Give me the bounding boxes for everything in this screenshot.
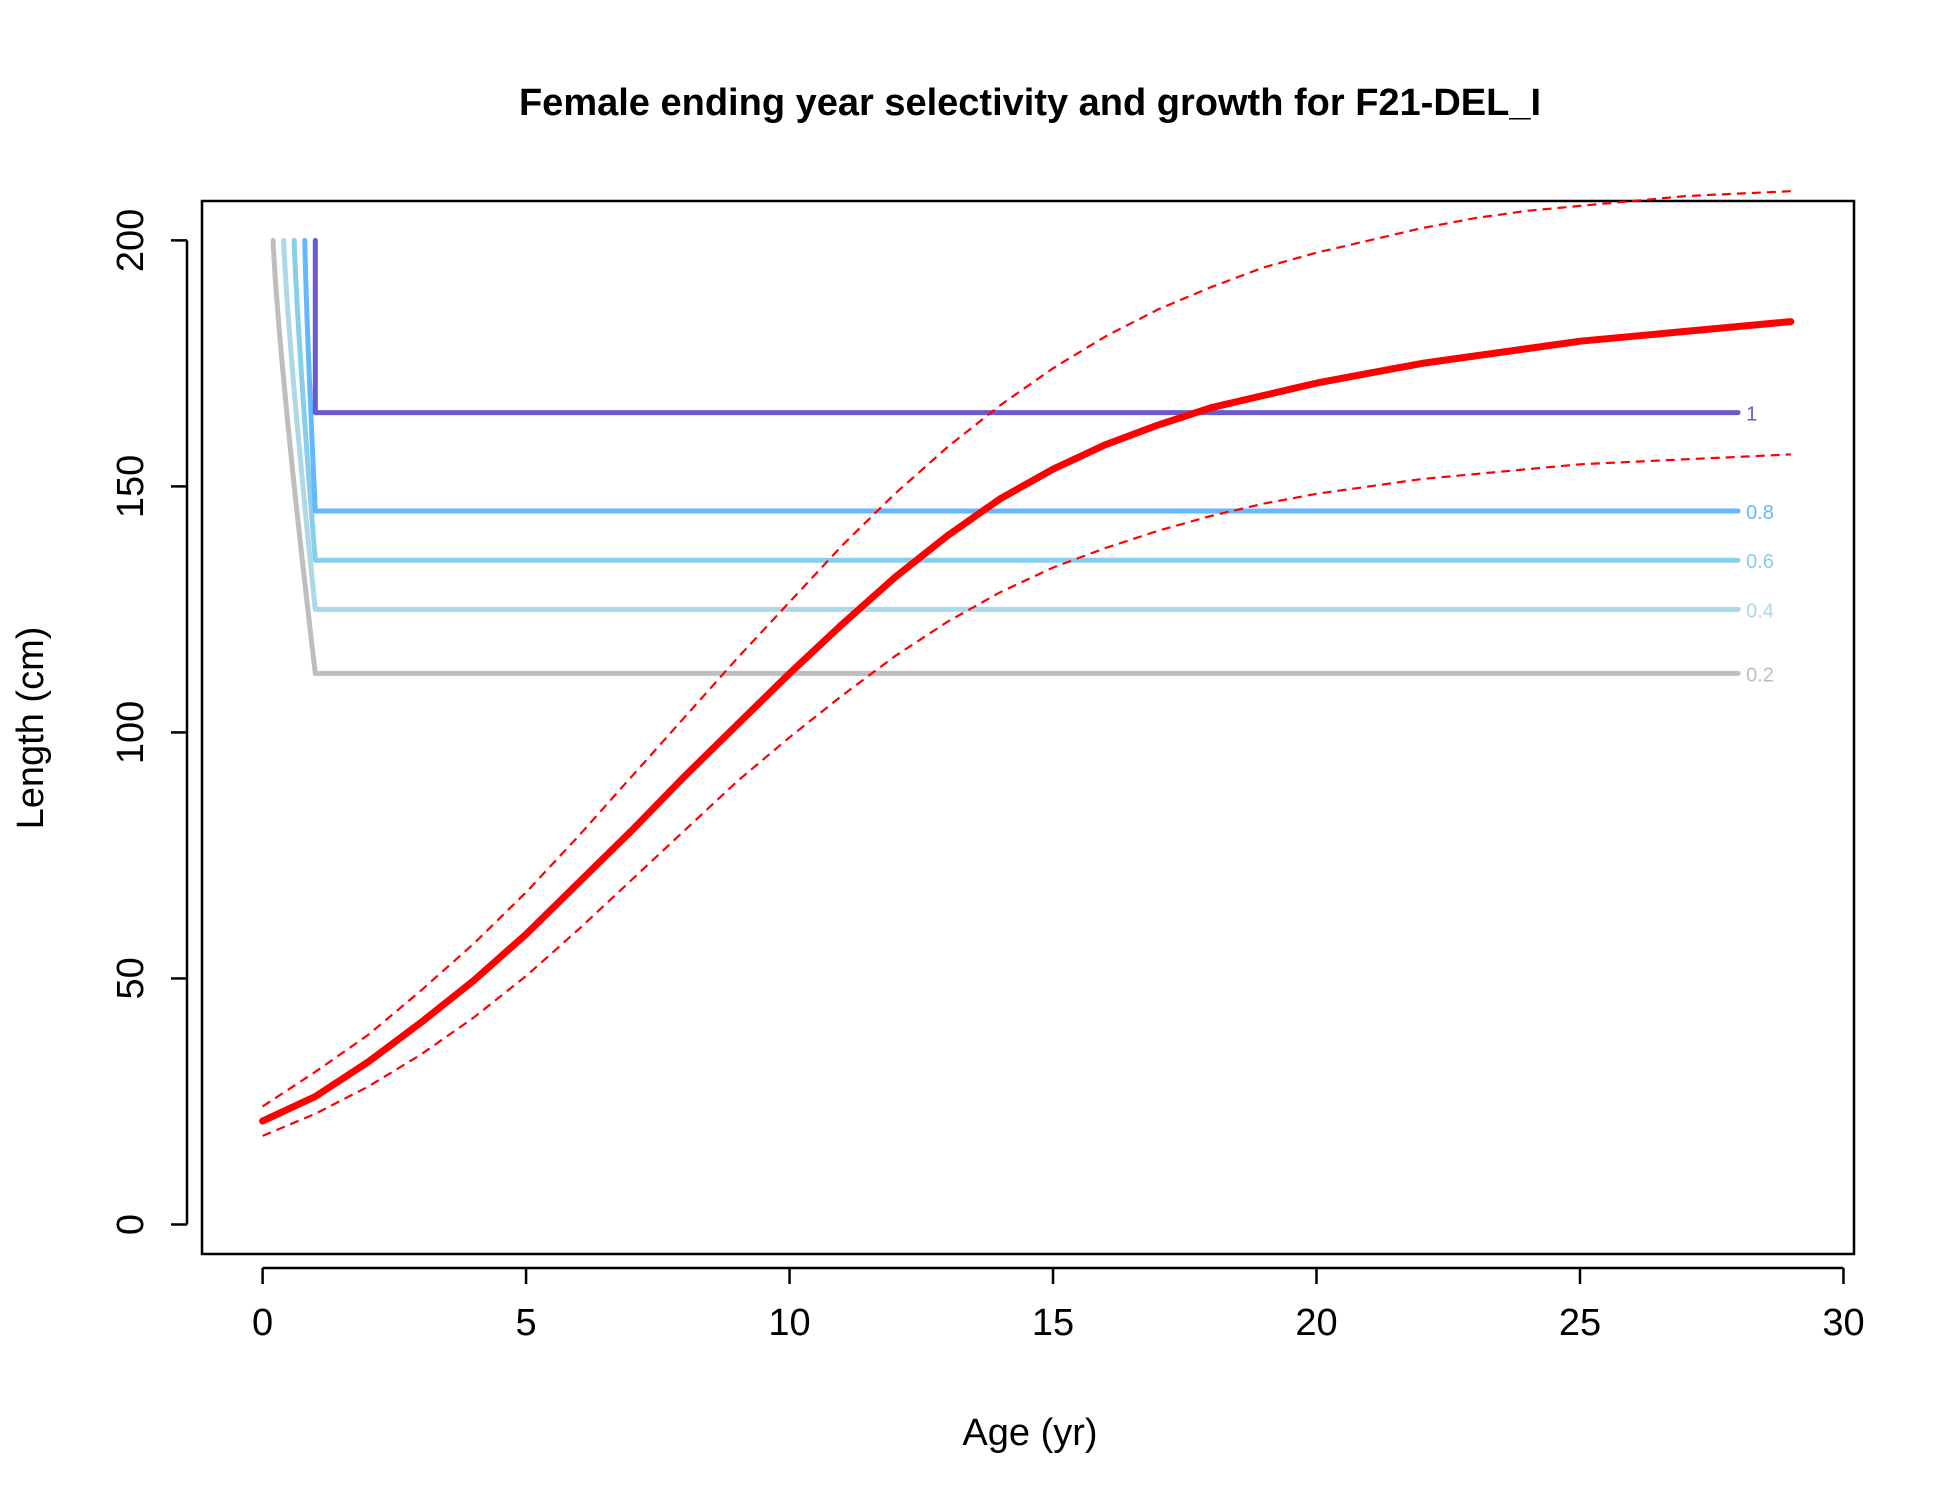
selectivity-contour-0.2 bbox=[270, 237, 1741, 676]
growth-upper-bound-line bbox=[261, 190, 1791, 1108]
x-axis-label: Age (yr) bbox=[962, 1412, 1097, 1454]
y-tick-label-100: 100 bbox=[110, 701, 152, 764]
selectivity-contour-0.4 bbox=[281, 237, 1741, 612]
selectivity-contour-0.8 bbox=[302, 237, 1741, 514]
y-axis-label: Length (cm) bbox=[10, 627, 52, 830]
x-tick-label-20: 20 bbox=[1295, 1302, 1337, 1344]
selectivity-contours: 0.2 0.4 0.6 0.8 1 bbox=[270, 237, 1774, 686]
y-axis: 0 50 100 150 200 bbox=[110, 209, 189, 1235]
growth-curves bbox=[259, 190, 1795, 1137]
x-tick-label-30: 30 bbox=[1822, 1302, 1864, 1344]
contour-label-1: 1 bbox=[1746, 404, 1757, 426]
x-tick-label-5: 5 bbox=[516, 1302, 537, 1344]
x-tick-label-15: 15 bbox=[1032, 1302, 1074, 1344]
y-tick-label-150: 150 bbox=[110, 455, 152, 518]
growth-mean-line bbox=[259, 318, 1795, 1125]
y-tick-label-0: 0 bbox=[110, 1214, 152, 1235]
contour-label-0.8: 0.8 bbox=[1746, 502, 1774, 524]
x-axis: 0 5 10 15 20 25 30 bbox=[252, 1266, 1865, 1344]
contour-label-0.2: 0.2 bbox=[1746, 664, 1774, 686]
growth-lower-bound-line bbox=[262, 453, 1791, 1137]
x-tick-label-0: 0 bbox=[252, 1302, 273, 1344]
selectivity-contour-0.6 bbox=[291, 237, 1741, 563]
plot-frame bbox=[200, 199, 1856, 1256]
selectivity-contour-1 bbox=[312, 237, 1741, 416]
contour-label-0.6: 0.6 bbox=[1746, 551, 1774, 573]
x-tick-label-10: 10 bbox=[768, 1302, 810, 1344]
contour-label-0.4: 0.4 bbox=[1746, 600, 1774, 622]
chart-title: Female ending year selectivity and growt… bbox=[519, 82, 1541, 124]
x-tick-label-25: 25 bbox=[1559, 1302, 1601, 1344]
y-tick-label-200: 200 bbox=[110, 209, 152, 272]
y-tick-label-50: 50 bbox=[110, 957, 152, 999]
